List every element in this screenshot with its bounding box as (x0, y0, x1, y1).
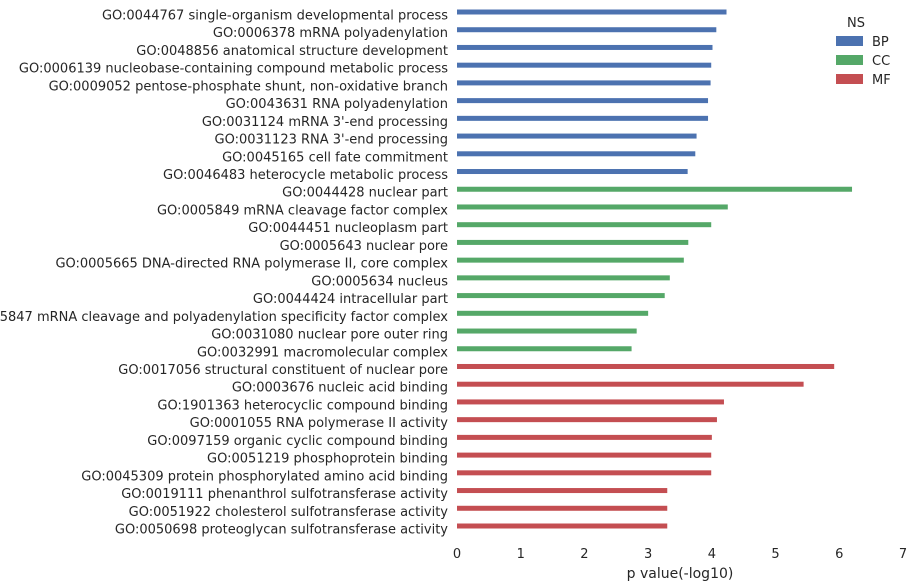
bar-bp (457, 62, 712, 68)
bar-mf (457, 381, 804, 387)
category-label: GO:0003676 nucleic acid binding (232, 381, 448, 396)
bar-cc (457, 204, 728, 210)
legend-label-mf: MF (872, 73, 891, 88)
category-label: GO:0045165 cell fate commitment (222, 150, 448, 165)
bar-cc (457, 257, 684, 263)
category-label: GO:0044767 single-organism developmental… (102, 9, 448, 24)
category-label: GO:0005665 DNA-directed RNA polymerase I… (55, 257, 448, 272)
bar-bp (457, 115, 709, 121)
legend-swatch-cc (836, 55, 863, 65)
bar-bp (457, 44, 713, 50)
category-label: GO:0097159 organic cyclic compound bindi… (147, 434, 448, 449)
category-label: GO:0031124 mRNA 3'-end processing (202, 115, 448, 130)
category-label: GO:0051219 phosphoprotein binding (207, 452, 448, 467)
category-label: GO:0043631 RNA polyadenylation (226, 97, 448, 112)
legend-label-bp: BP (872, 35, 889, 50)
category-label: GO:0051922 cholesterol sulfotransferase … (129, 505, 449, 520)
legend-swatch-mf (836, 74, 863, 84)
bar-cc (457, 346, 632, 352)
category-label: GO:0005847 mRNA cleavage and polyadenyla… (0, 310, 448, 325)
category-label: GO:0019111 phenanthrol sulfotransferase … (121, 487, 448, 502)
bar-bp (457, 80, 711, 86)
bar-cc (457, 222, 712, 228)
x-tick-label: 7 (899, 547, 907, 562)
x-axis-label: p value(-log10) (627, 566, 734, 582)
bar-cc (457, 239, 689, 245)
bar-mf (457, 363, 835, 369)
legend-swatch-bp (836, 36, 863, 46)
bar-mf (457, 523, 668, 529)
legend: NS BP CC MF (836, 16, 891, 88)
category-label: GO:0032991 macromolecular complex (197, 345, 448, 360)
category-label: GO:0045309 protein phosphorylated amino … (81, 469, 448, 484)
x-tick-label: 5 (771, 547, 779, 562)
x-tick-label: 0 (453, 547, 461, 562)
category-label: GO:0006139 nucleobase-containing compoun… (19, 62, 448, 77)
category-label: GO:0005643 nuclear pore (280, 239, 448, 254)
category-label: GO:0017056 structural constituent of nuc… (118, 363, 448, 378)
x-tick-label: 3 (644, 547, 652, 562)
x-tick-label: 6 (835, 547, 843, 562)
bar-mf (457, 452, 712, 458)
category-labels: GO:0044767 single-organism developmental… (0, 9, 448, 538)
bar-bp (457, 98, 709, 104)
bar-bp (457, 9, 727, 15)
bar-mf (457, 470, 712, 476)
category-label: GO:0005634 nucleus (311, 274, 448, 289)
legend-title: NS (847, 16, 865, 31)
category-label: GO:1901363 heterocyclic compound binding (157, 398, 448, 413)
bar-cc (457, 293, 665, 299)
bar-cc (457, 328, 637, 334)
x-tick-label: 1 (517, 547, 525, 562)
category-label: GO:0005849 mRNA cleavage factor complex (157, 203, 448, 218)
bar-bp (457, 27, 717, 33)
legend-label-cc: CC (872, 54, 890, 69)
x-axis: 0 1 2 3 4 5 6 7 (453, 547, 907, 562)
bar-mf (457, 434, 712, 440)
category-label: GO:0048856 anatomical structure developm… (136, 44, 448, 59)
bars-layer (457, 9, 853, 529)
bar-mf (457, 505, 668, 511)
bar-bp (457, 133, 697, 139)
category-label: GO:0009052 pentose-phosphate shunt, non-… (49, 79, 448, 94)
category-label: GO:0046483 heterocycle metabolic process (163, 168, 448, 183)
category-label: GO:0031123 RNA 3'-end processing (215, 133, 449, 148)
category-label: GO:0050698 proteoglycan sulfotransferase… (115, 523, 448, 538)
category-label: GO:0044428 nuclear part (282, 186, 448, 201)
bar-cc (457, 275, 670, 281)
bar-mf (457, 399, 724, 405)
bar-mf (457, 417, 717, 423)
bar-bp (457, 151, 696, 157)
bar-cc (457, 186, 853, 192)
category-label: GO:0001055 RNA polymerase II activity (190, 416, 449, 431)
category-label: GO:0044451 nucleoplasm part (248, 221, 448, 236)
bar-bp (457, 169, 688, 175)
x-tick-label: 4 (708, 547, 716, 562)
bar-cc (457, 310, 649, 316)
category-label: GO:0006378 mRNA polyadenylation (213, 26, 448, 41)
category-label: GO:0031080 nuclear pore outer ring (211, 328, 448, 343)
x-tick-label: 2 (580, 547, 588, 562)
bar-mf (457, 488, 668, 494)
category-label: GO:0044424 intracellular part (253, 292, 448, 307)
